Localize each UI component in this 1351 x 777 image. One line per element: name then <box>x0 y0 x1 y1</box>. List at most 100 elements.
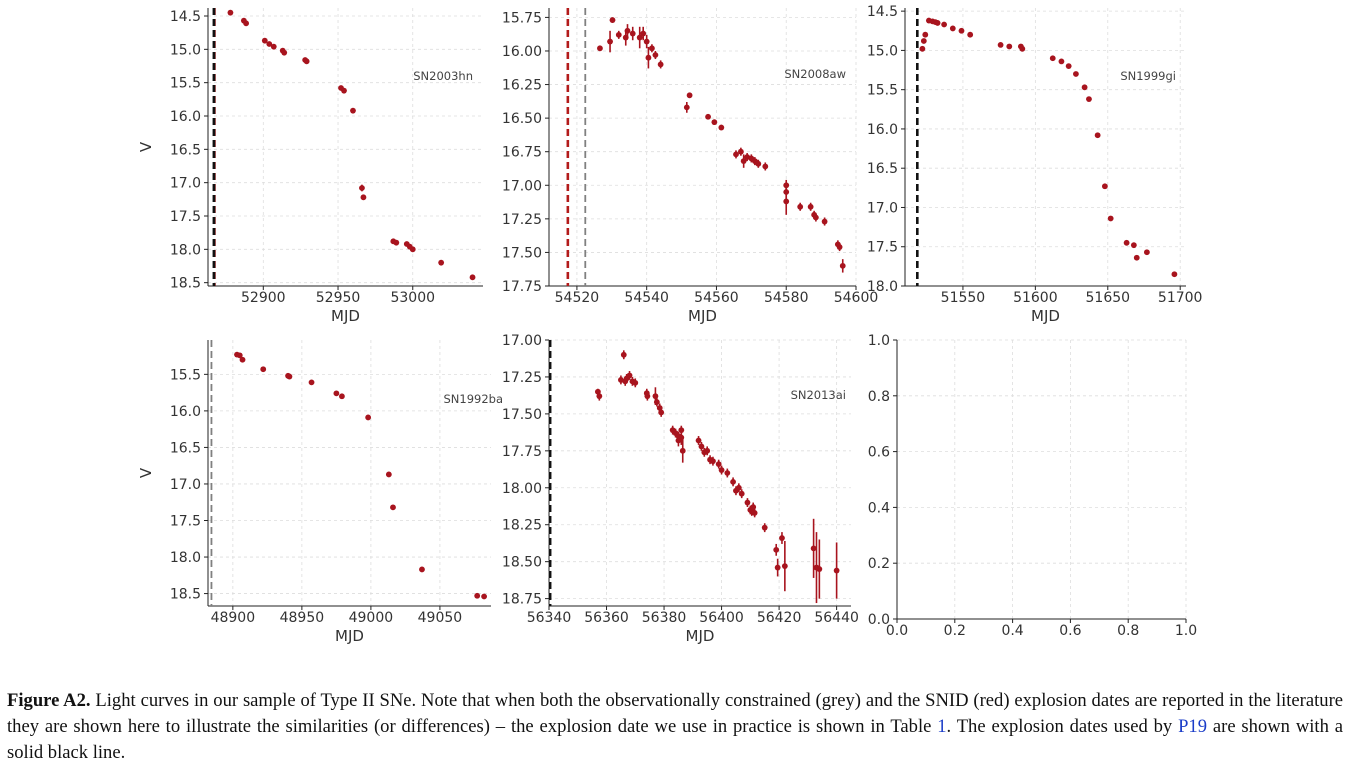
y-tick-label: 17.25 <box>502 370 542 386</box>
y-tick-label: 17.5 <box>170 209 201 225</box>
data-point <box>261 37 268 44</box>
y-tick-label: 16.5 <box>170 142 201 158</box>
data-point <box>839 262 846 269</box>
data-point <box>390 504 396 511</box>
data-point <box>686 92 693 99</box>
data-point <box>1094 132 1101 139</box>
data-point <box>774 564 781 571</box>
data-point <box>438 259 445 266</box>
data-point <box>657 61 664 68</box>
data-point <box>1133 254 1140 261</box>
p19-link[interactable]: P19 <box>1178 716 1208 737</box>
y-tick-label: 17.5 <box>867 240 898 256</box>
data-point <box>678 434 685 441</box>
data-point <box>1130 242 1137 249</box>
data-point <box>836 244 843 250</box>
panel-4: 48900 48950 49000 49050 15.5 16.0 16.5 17.0 17.5… <box>137 340 503 645</box>
y-tick-label: 16.50 <box>502 111 542 127</box>
x-axis-label: MJD <box>1031 307 1060 325</box>
y-tick-label: 15.5 <box>170 76 201 92</box>
x-tick-label: 54520 <box>555 290 600 306</box>
data-point <box>733 151 739 158</box>
x-tick-label: 52950 <box>316 290 361 306</box>
data-point <box>649 45 655 52</box>
table-link[interactable]: 1 <box>937 716 947 737</box>
x-tick-label: 54600 <box>834 290 879 306</box>
x-axis-label: MJD <box>686 627 715 645</box>
data-point <box>1058 58 1065 65</box>
data-point <box>474 592 481 599</box>
data-point <box>779 535 785 541</box>
light-curve-figure: 52900 52950 53000 14.5 15.0 15.5 16.0 16.5 17.0 1… <box>137 4 1203 645</box>
data-point <box>652 52 659 58</box>
y-tick-label: 15.5 <box>867 83 898 99</box>
data-point <box>615 31 622 38</box>
data-point <box>308 379 315 386</box>
data-point <box>683 104 690 111</box>
y-tick-label: 16.25 <box>502 78 542 94</box>
y-tick-label: 18.5 <box>170 276 201 292</box>
data-point <box>1065 63 1072 70</box>
panel-5: 56340 56360 56380 56400 56420 56440 17.00 17.25… <box>502 333 859 645</box>
data-point <box>919 45 926 52</box>
x-tick-label: 1.0 <box>1175 623 1197 639</box>
y-tick-label: 17.0 <box>170 477 201 493</box>
data-point <box>762 163 769 170</box>
data-point <box>393 239 400 246</box>
data-point <box>997 42 1004 48</box>
data-point <box>698 443 705 450</box>
caption-text-1: Light curves in our sample of Type II SN… <box>90 690 926 711</box>
data-point <box>652 393 659 400</box>
data-point <box>360 194 367 201</box>
data-point <box>704 447 711 454</box>
data-point <box>629 30 636 37</box>
y-tick-label: 18.0 <box>170 242 201 258</box>
y-tick-label: 0.4 <box>868 500 890 516</box>
data-point <box>679 447 686 454</box>
data-point <box>260 366 267 373</box>
x-tick-label: 0.8 <box>1117 623 1139 639</box>
data-point <box>1019 45 1026 52</box>
y-tick-label: 14.5 <box>170 9 201 25</box>
x-tick-label: 54580 <box>764 290 809 306</box>
data-point <box>1073 71 1079 77</box>
data-point <box>1101 183 1108 190</box>
panel-2: 54520 54540 54560 54580 54600 15.75 16.00 16.25… <box>502 8 878 325</box>
sn-name-label: SN2003hn <box>413 69 473 83</box>
data-point <box>816 566 823 572</box>
data-point <box>744 499 751 506</box>
x-tick-label: 56400 <box>699 610 744 626</box>
y-tick-label: 17.50 <box>502 407 542 423</box>
data-point <box>385 471 392 478</box>
x-tick-label: 0.0 <box>886 623 908 639</box>
y-tick-label: 1.0 <box>868 333 890 349</box>
panel-3: 51550 51600 51650 51700 14.5 15.0 15.5 16.0 16.5… <box>867 4 1203 325</box>
data-point <box>735 484 742 491</box>
data-point <box>596 393 603 400</box>
data-point <box>920 38 927 44</box>
y-tick-label: 17.25 <box>502 212 542 228</box>
data-point <box>773 546 780 553</box>
data-point <box>737 148 744 155</box>
data-point <box>1086 96 1092 102</box>
data-point <box>1171 271 1178 278</box>
y-tick-label: 0.6 <box>868 445 890 461</box>
data-point <box>281 49 288 56</box>
data-point <box>643 38 650 45</box>
data-point <box>236 352 243 359</box>
sn-name-label: SN2013ai <box>791 388 846 402</box>
x-tick-label: 0.2 <box>944 623 966 639</box>
data-point <box>359 185 365 191</box>
sn-name-label: SN1999gi <box>1120 69 1176 83</box>
x-tick-label: 49000 <box>349 610 394 626</box>
data-point <box>833 567 840 574</box>
data-point <box>227 9 234 16</box>
data-point <box>658 409 665 416</box>
y-tick-label: 15.75 <box>502 10 542 26</box>
y-tick-label: 17.5 <box>170 514 201 530</box>
data-point <box>922 31 929 38</box>
y-tick-label: 14.5 <box>867 4 898 20</box>
data-point <box>644 393 651 400</box>
data-point <box>695 437 702 444</box>
figure-caption: Figure A2. Light curves in our sample of… <box>7 688 1343 766</box>
